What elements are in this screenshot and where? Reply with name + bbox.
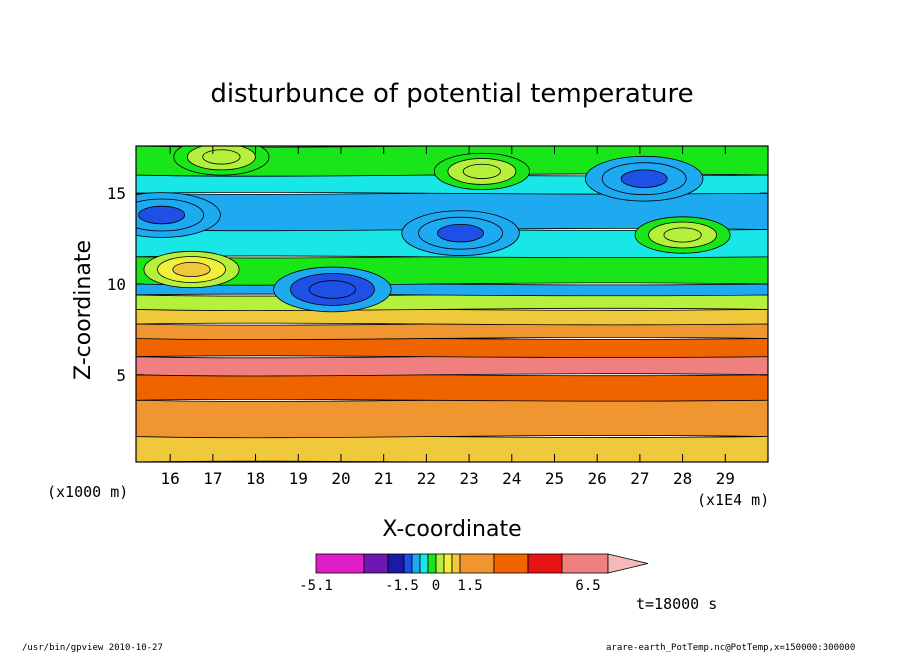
x-tick-label: 21 bbox=[374, 469, 393, 488]
contour-band-1 bbox=[136, 398, 768, 439]
colorbar-swatch-10 bbox=[459, 553, 495, 574]
x-tick-label: 26 bbox=[588, 469, 607, 488]
colorbar-swatch-4 bbox=[411, 553, 421, 574]
colorbar bbox=[315, 553, 649, 574]
x-tick-label: 23 bbox=[459, 469, 478, 488]
contour-band-3 bbox=[136, 355, 768, 377]
colorbar-swatch-9 bbox=[451, 553, 461, 574]
contour-feature-6-core bbox=[172, 261, 211, 278]
contour-feature-4-core bbox=[462, 163, 501, 179]
colorbar-label: -5.1 bbox=[299, 578, 333, 594]
footer-right: arare-earth_PotTemp.nc@PotTemp,x=150000:… bbox=[606, 643, 855, 653]
x-tick-label: 22 bbox=[417, 469, 436, 488]
x-tick-label: 20 bbox=[331, 469, 350, 488]
x-tick-label: 28 bbox=[673, 469, 692, 488]
contour-feature-1-core bbox=[437, 223, 485, 243]
contour-band-2 bbox=[136, 373, 768, 402]
contour-feature-5-core bbox=[202, 149, 241, 165]
x-tick-label: 17 bbox=[203, 469, 222, 488]
y-axis-label: Z-coordinate bbox=[71, 240, 96, 380]
y-unit-label: (x1000 m) bbox=[47, 483, 128, 501]
x-tick-label: 27 bbox=[630, 469, 649, 488]
colorbar-label: 6.5 bbox=[575, 578, 600, 594]
colorbar-swatch-3 bbox=[403, 553, 413, 574]
plot-frame bbox=[135, 145, 769, 463]
colorbar-label: -1.5 bbox=[385, 578, 419, 594]
x-axis: 16 17 18 19 20 21 22 23 24 25 26 27 28 29 bbox=[161, 146, 735, 488]
y-tick-label: 10 bbox=[107, 275, 126, 294]
colorbar-swatch-7 bbox=[435, 553, 445, 574]
y-tick-label: 15 bbox=[107, 184, 126, 203]
colorbar-label: 1.5 bbox=[457, 578, 482, 594]
x-unit-label: (x1E4 m) bbox=[697, 491, 769, 509]
x-axis-label: X-coordinate bbox=[382, 517, 521, 542]
contour-band-0 bbox=[136, 435, 768, 462]
colorbar-swatch-6 bbox=[427, 553, 437, 574]
x-tick-label: 29 bbox=[716, 469, 735, 488]
colorbar-swatch-13 bbox=[561, 553, 609, 574]
x-tick-label: 24 bbox=[502, 469, 521, 488]
contour-field bbox=[136, 146, 768, 462]
x-tick-label: 16 bbox=[161, 469, 180, 488]
colorbar-swatch-11 bbox=[493, 553, 529, 574]
colorbar-labels: -5.1 -1.5 0 1.5 6.5 bbox=[299, 578, 601, 594]
x-tick-label: 25 bbox=[545, 469, 564, 488]
y-axis: 5 10 15 bbox=[107, 184, 768, 385]
x-tick-label: 18 bbox=[246, 469, 265, 488]
time-label: t=18000 s bbox=[636, 595, 717, 613]
contour-band-7 bbox=[136, 293, 768, 311]
colorbar-swatch-12 bbox=[527, 553, 563, 574]
contour-band-4 bbox=[136, 337, 768, 358]
contour-band-6 bbox=[136, 308, 768, 326]
colorbar-swatch-0 bbox=[315, 553, 365, 574]
chart-title: disturbunce of potential temperature bbox=[210, 79, 693, 109]
contour-feature-3-core bbox=[308, 280, 356, 299]
contour-feature-0-core bbox=[138, 205, 186, 225]
contour-feature-7-core bbox=[663, 227, 702, 243]
colorbar-swatch-8 bbox=[443, 553, 453, 574]
footer-left: /usr/bin/gpview 2010-10-27 bbox=[22, 643, 163, 653]
colorbar-label: 0 bbox=[432, 578, 440, 594]
colorbar-swatch-2 bbox=[387, 553, 405, 574]
y-tick-label: 5 bbox=[116, 366, 126, 385]
colorbar-arrow bbox=[607, 553, 649, 574]
colorbar-swatch-5 bbox=[419, 553, 429, 574]
contour-feature-2-core bbox=[620, 169, 668, 188]
x-tick-label: 19 bbox=[289, 469, 308, 488]
contour-band-5 bbox=[136, 322, 768, 341]
colorbar-swatch-1 bbox=[363, 553, 389, 574]
